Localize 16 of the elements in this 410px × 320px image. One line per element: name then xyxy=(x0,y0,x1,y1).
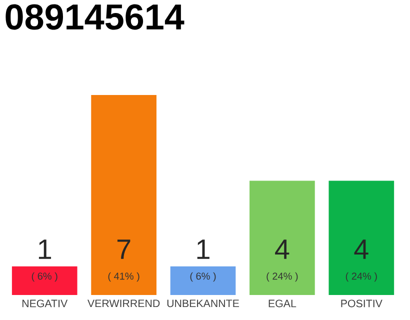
chart-title: 089145614 xyxy=(6,4,184,30)
x-tick-label: UNBEKANNTE xyxy=(167,300,239,308)
annotation: ( 6% ) xyxy=(190,272,216,282)
data-label: 7 xyxy=(117,240,130,259)
data-label: 4 xyxy=(275,240,290,259)
data-label: 1 xyxy=(38,240,52,259)
x-tick-label: POSITIV xyxy=(341,300,382,308)
x-tick-label: NEGATIV xyxy=(22,300,68,308)
annotation: ( 24% ) xyxy=(266,272,298,282)
annotation: ( 6% ) xyxy=(32,272,58,282)
data-label: 4 xyxy=(354,240,368,259)
annotation: ( 41% ) xyxy=(108,272,140,282)
data-label: 1 xyxy=(197,240,210,259)
x-tick-label: EGAL xyxy=(268,300,296,308)
x-tick-label: VERWIRREND xyxy=(87,300,160,308)
annotation: ( 24% ) xyxy=(346,272,377,282)
